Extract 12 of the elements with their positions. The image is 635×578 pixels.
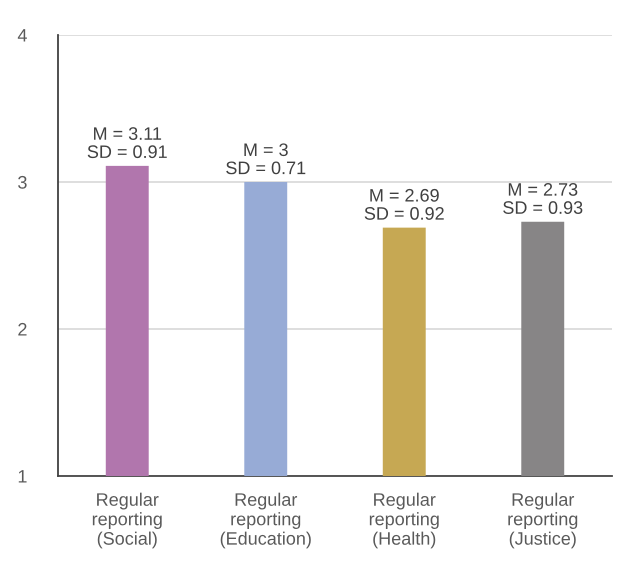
x-tick-label: Regular reporting (Social)	[92, 492, 162, 548]
data-label: M = 3.11 SD = 0.91	[88, 127, 167, 158]
y-tick-label: 3	[18, 176, 27, 189]
x-tick-label: Regular reporting (Justice)	[508, 492, 578, 548]
y-tick-label: 1	[18, 470, 27, 483]
data-label: M = 2.73 SD = 0.93	[503, 183, 582, 214]
x-tick-label: Regular reporting (Health)	[370, 492, 439, 548]
y-tick-label: 2	[18, 322, 27, 336]
data-label: M = 3 SD = 0.71	[226, 143, 306, 174]
data-label: M = 2.69 SD = 0.92	[364, 188, 444, 220]
x-tick-label: Regular reporting (Education)	[220, 492, 311, 548]
y-tick-label: 4	[18, 29, 27, 42]
